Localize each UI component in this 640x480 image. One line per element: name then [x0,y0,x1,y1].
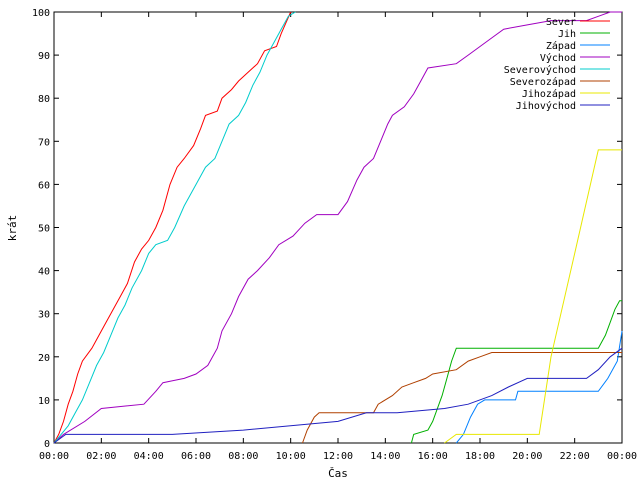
series-line-jihozápad [444,149,622,444]
x-tick-label: 14:00 [370,451,400,462]
y-tick-label: 20 [38,353,50,364]
axis-ticks: 0 10 20 30 40 50 60 70 80 90 100 00:00 02:00 04:00 06:… [32,8,637,462]
x-tick-label: 02:00 [86,451,116,462]
legend-label: Severozápad [510,76,576,88]
series-line-severovýchod [53,11,296,444]
legend-label: Východ [540,52,576,64]
legend-label: Severovýchod [504,64,576,76]
series-line-východ [53,11,622,444]
legend-label: Jihozápad [522,88,576,100]
series-line-sever [53,11,292,444]
legend-label: Západ [546,40,576,52]
x-tick-label: 00:00 [39,451,69,462]
x-tick-label: 08:00 [228,451,258,462]
x-tick-label: 20:00 [512,451,542,462]
y-tick-label: 30 [38,310,50,321]
series-line-jihovýchod [53,347,623,444]
x-tick-label: 00:00 [607,451,637,462]
y-tick-label: 50 [38,224,50,235]
x-tick-label: 12:00 [323,451,353,462]
series-line-severozápad [302,352,622,444]
y-tick-label: 100 [32,8,50,19]
x-tick-label: 22:00 [560,451,590,462]
series-line-jih [410,300,622,444]
y-tick-label: 10 [38,396,50,407]
y-tick-label: 80 [38,94,50,105]
x-tick-label: 18:00 [465,451,495,462]
x-tick-label: 10:00 [276,451,306,462]
y-tick-label: 90 [38,51,50,62]
legend-label: Jih [558,29,576,40]
legend: SeverJihZápadVýchodSeverovýchodSeverozáp… [504,17,610,112]
series-lines [53,11,623,444]
y-tick-label: 70 [38,137,50,148]
y-tick-label: 40 [38,267,50,278]
legend-label: Jihovýchod [516,100,576,112]
x-tick-label: 16:00 [418,451,448,462]
y-axis-label: krát [6,215,19,242]
x-tick-label: 06:00 [181,451,211,462]
y-tick-label: 0 [44,439,50,450]
series-line-západ [455,330,623,444]
x-axis-label: Čas [328,467,348,480]
y-tick-label: 60 [38,180,50,191]
legend-label: Sever [546,17,576,28]
x-tick-label: 04:00 [134,451,164,462]
